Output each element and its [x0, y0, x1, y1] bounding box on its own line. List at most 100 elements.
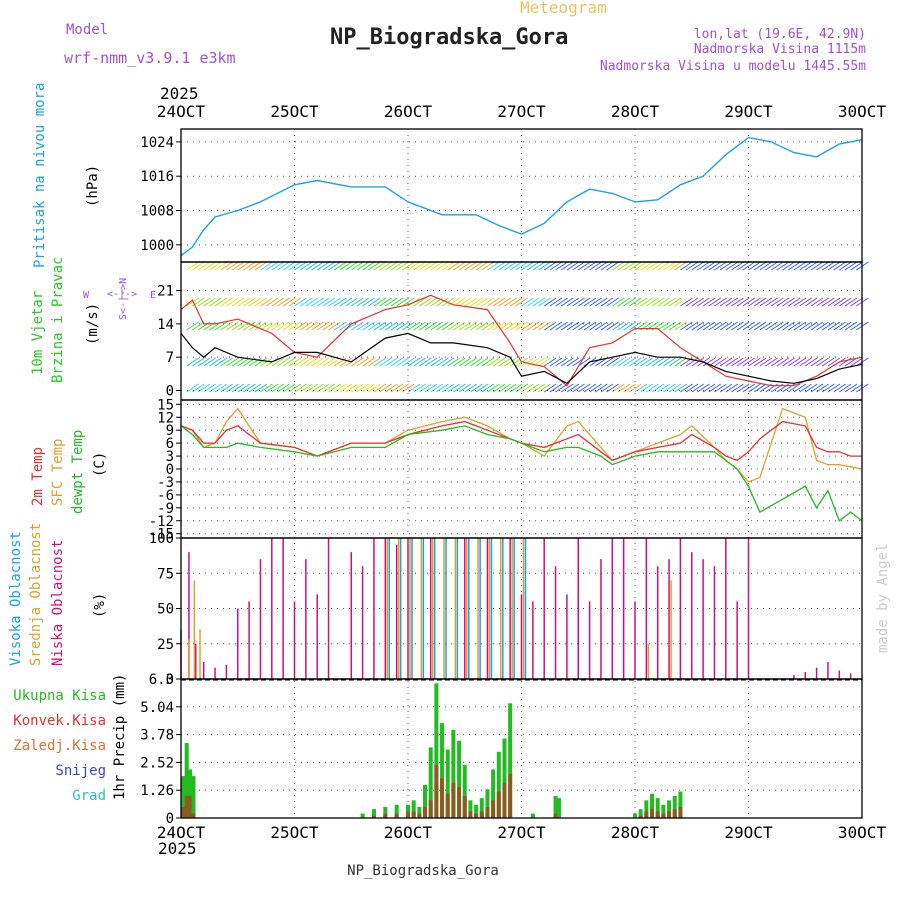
precip-conv-bar: [508, 773, 513, 818]
precip-total-bar: [191, 776, 196, 818]
wind-arrow: [260, 261, 273, 271]
precip-conv-bar: [462, 795, 467, 818]
cloud-ylabel: (%): [92, 593, 108, 618]
wind-arrow: [668, 261, 682, 271]
wind-arrow: [827, 321, 841, 331]
wind-arrow: [697, 261, 710, 271]
wind-arrow: [373, 357, 387, 367]
wind-arrow: [299, 261, 313, 271]
wind-arrow: [402, 297, 415, 307]
wind-arrow: [322, 261, 336, 271]
wind-arrow: [419, 357, 432, 367]
wind-arrow: [844, 321, 858, 331]
wind-arrow: [322, 383, 336, 393]
wind-arrow: [736, 297, 750, 307]
wind-arrow: [719, 321, 733, 331]
wind-arrow: [560, 357, 574, 367]
wind-arrow: [350, 321, 364, 331]
wind-arrow: [844, 383, 858, 393]
wind-arrow: [356, 297, 370, 307]
wind-arrow: [850, 321, 863, 331]
wind-arrow: [566, 357, 580, 367]
wind-arrow: [765, 261, 778, 271]
wind-arrow: [504, 383, 517, 393]
precip-frozen-label: Zaledj.Kisa: [13, 738, 106, 754]
wind-arrow: [192, 261, 205, 271]
wind-arrow: [248, 357, 262, 367]
wind-arrow: [589, 383, 602, 393]
wind-arrow: [719, 383, 733, 393]
wind-arrow: [260, 297, 273, 307]
precip-grad-label: Grad: [72, 788, 106, 804]
wind-arrow: [373, 261, 387, 271]
wind-title-1: 10m Vjetar: [30, 291, 46, 375]
wind-arrow: [271, 383, 285, 393]
wind-arrow: [640, 357, 653, 367]
precip-conv-bar: [191, 813, 196, 818]
wind-arrow: [600, 321, 614, 331]
wind-arrow: [543, 297, 557, 307]
wind-arrow: [742, 321, 756, 331]
wind-arrow: [782, 321, 795, 331]
wind-arrow: [197, 261, 211, 271]
wind-arrow: [305, 321, 319, 331]
wind-arrow: [424, 321, 438, 331]
wind-arrow: [464, 357, 478, 367]
precip-total-bar: [661, 804, 666, 818]
wind-arrow: [424, 357, 438, 367]
wind-arrow: [804, 383, 818, 393]
wind-arrow: [526, 321, 540, 331]
wind-arrow: [646, 357, 659, 367]
wind-arrow: [294, 321, 307, 331]
wind-arrow: [413, 357, 426, 367]
wind-arrow: [555, 321, 568, 331]
wind-arrow: [402, 261, 415, 271]
wind-arrow: [396, 297, 409, 307]
wind-arrow: [821, 357, 835, 367]
y-tick-label: 15: [157, 397, 174, 413]
wind-arrow: [345, 297, 358, 307]
wind-arrow: [549, 321, 563, 331]
wind-arrow: [816, 357, 829, 367]
wind-arrow: [475, 383, 489, 393]
wind-arrow: [214, 321, 228, 331]
wind-arrow: [197, 383, 211, 393]
wind-arrow: [277, 357, 290, 367]
wind-arrow: [305, 357, 319, 367]
wind-arrow: [663, 321, 676, 331]
wind-arrow: [362, 357, 375, 367]
wind-arrow: [674, 261, 688, 271]
wind-arrow: [606, 383, 619, 393]
wind-arrow: [810, 321, 824, 331]
wind-arrow: [316, 321, 330, 331]
wind-arrow: [833, 321, 846, 331]
wind-arrow: [385, 357, 398, 367]
wind-arrow: [305, 261, 319, 271]
wind-arrow: [719, 261, 733, 271]
wind-arrow: [821, 321, 835, 331]
wind-arrow: [214, 357, 228, 367]
wind-arrow: [424, 383, 438, 393]
y-tick-label: 0: [166, 383, 174, 399]
wind-arrow: [453, 261, 466, 271]
wind-arrow: [277, 261, 290, 271]
wind-arrow: [572, 321, 585, 331]
wind-arrow: [441, 321, 455, 331]
wind-arrow: [379, 297, 392, 307]
wind-arrow: [538, 297, 551, 307]
y-tick-label: 21: [157, 284, 174, 300]
wind-arrow: [231, 297, 245, 307]
wind-arrow: [850, 357, 863, 367]
wind-arrow: [719, 357, 733, 367]
wind-arrow: [634, 297, 648, 307]
precip-total-bar: [383, 806, 388, 818]
wind-arrow: [787, 297, 801, 307]
wind-arrow: [736, 357, 750, 367]
wind-arrow: [589, 297, 602, 307]
wind-arrow: [577, 321, 591, 331]
wind-arrow: [776, 357, 790, 367]
wind-arrow: [379, 357, 392, 367]
product-title: Meteogram: [520, 0, 607, 17]
wind-arrow: [379, 261, 392, 271]
